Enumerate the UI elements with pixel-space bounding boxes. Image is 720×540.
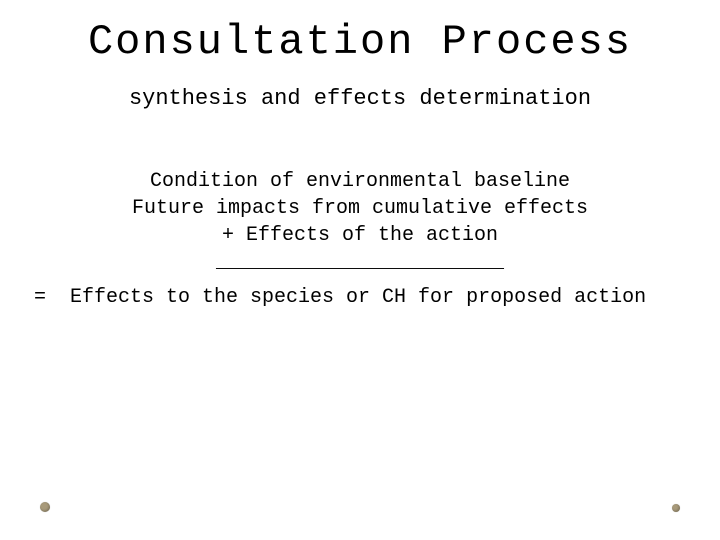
body-line-2: Future impacts from cumulative effects	[0, 195, 720, 222]
slide-title: Consultation Process	[0, 18, 720, 66]
decorative-dot-icon	[40, 502, 50, 512]
slide: Consultation Process synthesis and effec…	[0, 0, 720, 540]
equals-sign: =	[34, 286, 46, 309]
decorative-dot-icon	[672, 504, 680, 512]
body-line-3: + Effects of the action	[0, 222, 720, 249]
slide-subtitle: synthesis and effects determination	[0, 86, 720, 111]
body-block: Condition of environmental baseline Futu…	[0, 168, 720, 276]
result-text: Effects to the species or CH for propose…	[70, 286, 646, 309]
body-line-1: Condition of environmental baseline	[0, 168, 720, 195]
body-rule: ________________________	[0, 249, 720, 276]
